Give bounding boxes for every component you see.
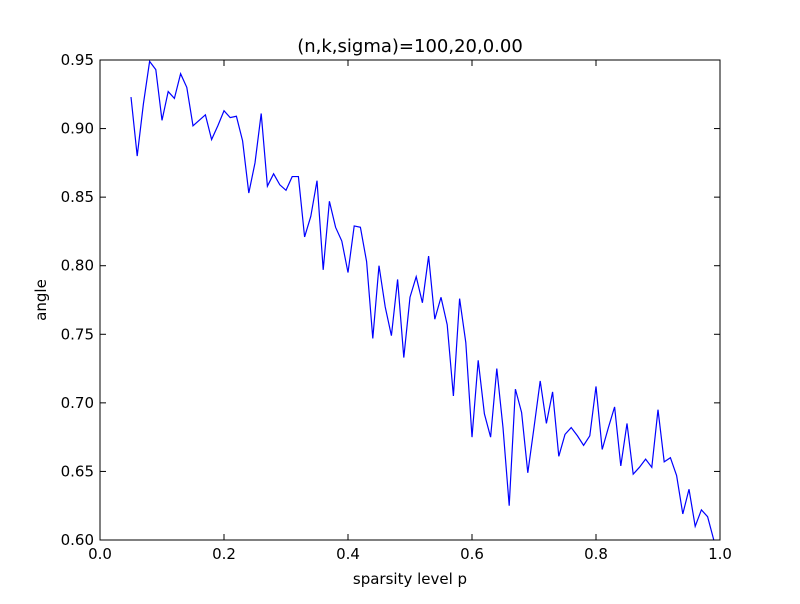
series-line [130, 60, 715, 540]
chart-title: (n,k,sigma)=100,20,0.00 [297, 36, 523, 57]
x-tick-label: 0.6 [460, 545, 484, 563]
x-tick-label: 0.0 [88, 545, 112, 563]
y-tick-label: 0.80 [61, 257, 94, 275]
x-axis-label: sparsity level p [353, 570, 467, 588]
y-tick-label: 0.60 [61, 531, 94, 549]
x-tick-label: 0.8 [584, 545, 608, 563]
x-tick-label: 1.0 [708, 545, 732, 563]
plot-area-frame [99, 59, 721, 541]
y-tick-label: 0.75 [61, 325, 94, 343]
x-tick-label: 0.2 [212, 545, 236, 563]
y-tick-label: 0.65 [61, 462, 94, 480]
y-axis-label: angle [32, 279, 50, 321]
y-tick-label: 0.85 [61, 188, 94, 206]
y-tick-label: 0.90 [61, 120, 94, 138]
y-tick-label: 0.70 [61, 394, 94, 412]
x-tick-label: 0.4 [336, 545, 360, 563]
x-axis-ticks: 0.0 0.2 0.4 0.6 0.8 1.0 [88, 60, 732, 563]
y-tick-label: 0.95 [61, 51, 94, 69]
